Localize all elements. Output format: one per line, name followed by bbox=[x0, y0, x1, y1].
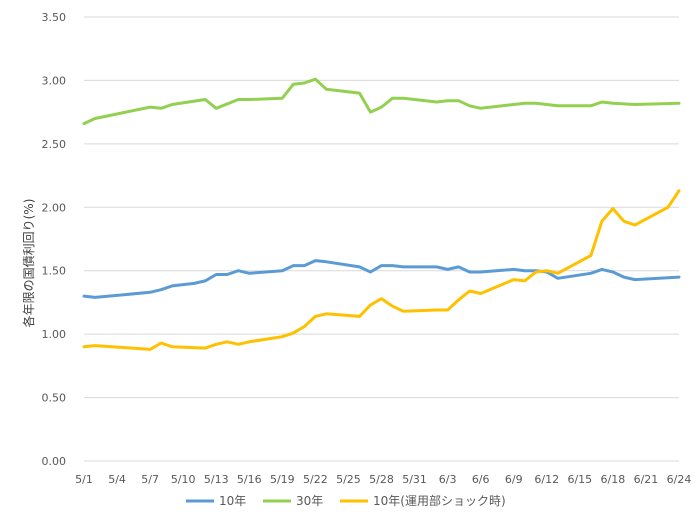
x-tick-label: 5/1 bbox=[75, 473, 93, 486]
x-tick-label: 5/31 bbox=[402, 473, 427, 486]
x-tick-label: 5/16 bbox=[237, 473, 262, 486]
x-tick-label: 5/28 bbox=[369, 473, 394, 486]
x-tick-label: 5/4 bbox=[108, 473, 126, 486]
legend-label: 10年 bbox=[219, 494, 246, 508]
y-tick-label: 3.50 bbox=[42, 11, 67, 24]
y-tick-label: 1.50 bbox=[42, 265, 67, 278]
gridlines bbox=[84, 16, 679, 462]
series-line-2 bbox=[82, 77, 681, 126]
x-tick-label: 6/9 bbox=[505, 473, 523, 486]
x-tick-label: 6/6 bbox=[472, 473, 490, 486]
x-tick-label: 5/13 bbox=[204, 473, 229, 486]
x-tick-label: 5/10 bbox=[171, 473, 196, 486]
x-tick-label: 5/19 bbox=[270, 473, 295, 486]
y-axis-label: 各年限の国債利回り(%) bbox=[21, 199, 36, 328]
series-lines bbox=[82, 77, 681, 351]
y-tick-label: 1.00 bbox=[42, 328, 67, 341]
x-tick-label: 6/3 bbox=[439, 473, 457, 486]
x-tick-label: 6/15 bbox=[567, 473, 592, 486]
series-line-3 bbox=[82, 189, 681, 351]
y-tick-label: 2.00 bbox=[42, 201, 67, 214]
x-tick-label: 6/12 bbox=[534, 473, 559, 486]
legend: 10年 30年 10年(運用部ショック時) bbox=[186, 493, 506, 508]
legend-label: 30年 bbox=[296, 494, 323, 508]
x-tick-label: 6/21 bbox=[634, 473, 659, 486]
x-axis-ticks: 5/1 5/4 5/7 5/10 5/13 5/16 5/19 5/22 5/25 5/28 5/3… bbox=[75, 473, 691, 486]
y-tick-label: 0.50 bbox=[42, 392, 67, 405]
y-tick-label: 0.00 bbox=[42, 455, 67, 468]
x-tick-label: 5/22 bbox=[303, 473, 328, 486]
y-tick-label: 2.50 bbox=[42, 138, 67, 151]
legend-label: 10年(運用部ショック時) bbox=[373, 493, 506, 508]
y-axis-ticks: 0.00 0.50 1.00 1.50 2.00 2.50 3.00 3.50 bbox=[42, 11, 67, 468]
x-tick-label: 6/24 bbox=[667, 473, 692, 486]
x-tick-label: 5/25 bbox=[336, 473, 361, 486]
y-tick-label: 3.00 bbox=[42, 74, 67, 87]
x-tick-label: 6/18 bbox=[601, 473, 626, 486]
x-tick-label: 5/7 bbox=[141, 473, 159, 486]
series-line-1 bbox=[82, 259, 681, 299]
